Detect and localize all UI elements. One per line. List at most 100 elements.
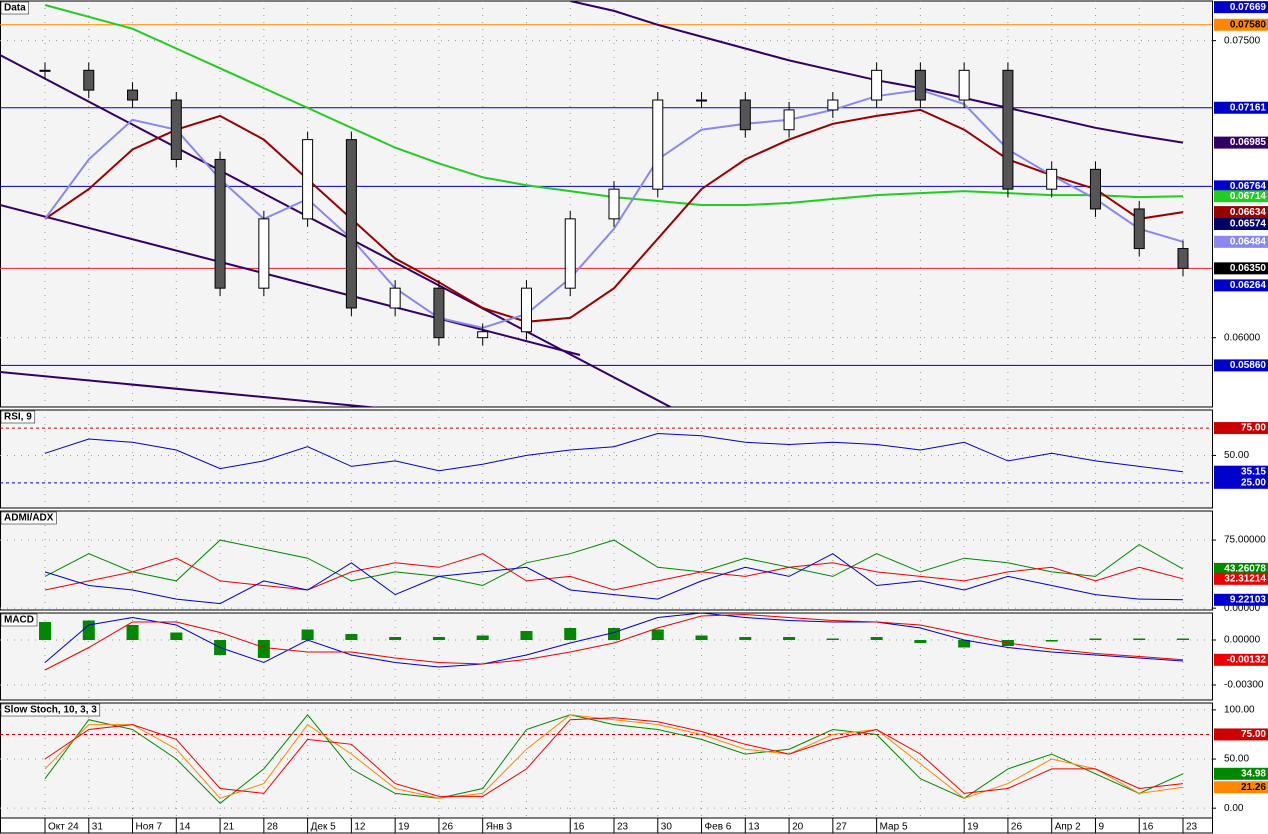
price-tag-label: 0.06484 [1230, 236, 1267, 247]
panel-frame [0, 0, 1213, 408]
candle-body [958, 69, 970, 101]
price-tag-label: 75.00 [1241, 729, 1266, 740]
candle-body [39, 69, 51, 72]
price-tag-label: 0.06985 [1230, 137, 1267, 148]
price-tag [1214, 206, 1268, 219]
price-tag-label: 32.31214 [1224, 573, 1266, 584]
price-tag [1214, 262, 1268, 275]
price-tag [1214, 476, 1268, 489]
price-tag [1214, 572, 1268, 585]
price-tag [1214, 465, 1268, 478]
x-tick-label: Фев 6 [705, 822, 732, 833]
histogram-bar [958, 640, 971, 648]
panel-title-bg [0, 613, 38, 627]
price-tag-label: 0.06574 [1230, 219, 1267, 230]
price-tag [1214, 359, 1268, 372]
x-tick-label: 13 [748, 822, 760, 833]
candle-body [696, 99, 708, 102]
price-tag-label: 21.26 [1241, 782, 1266, 793]
panel-title-bg [0, 1, 29, 15]
series-line [44, 539, 1184, 587]
candle-body [83, 69, 95, 91]
series-line [44, 553, 1184, 605]
price-tag [1214, 18, 1268, 31]
y-tick-label: 0.00000 [1224, 603, 1261, 614]
x-tick-label: 30 [661, 822, 673, 833]
price-tag [1214, 180, 1268, 193]
plot-area [0, 511, 1212, 610]
price-tag-label: 0.07161 [1230, 102, 1267, 113]
price-tag [1214, 653, 1268, 666]
series-line [44, 553, 1184, 591]
panel-frame [0, 510, 1213, 611]
price-tag-label: -0.00132 [1227, 654, 1267, 665]
histogram-bar [651, 629, 664, 640]
price-tag [1214, 101, 1268, 114]
trend-line [0, 371, 379, 407]
candle-body [827, 99, 839, 111]
x-tick-label: 19 [967, 822, 979, 833]
y-tick-label: 75.00000 [1224, 535, 1266, 546]
x-tick-label: 16 [573, 822, 585, 833]
histogram-bar [345, 634, 358, 640]
x-tick-label: Янв 3 [486, 822, 513, 833]
histogram-bar [389, 637, 402, 640]
x-tick-label: 21 [223, 822, 235, 833]
panel: 0.00000 -0.00300 -0.00132 MACD [0, 612, 1268, 701]
price-tag-label: 0.06350 [1230, 263, 1267, 274]
histogram-bar [914, 640, 927, 643]
candle-body [1002, 69, 1014, 190]
price-tag-label: 0.06714 [1230, 191, 1267, 202]
histogram-bar [695, 635, 708, 640]
histogram-bar [1177, 638, 1189, 640]
price-tag [1214, 593, 1268, 606]
price-tag-label: 9.22103 [1230, 594, 1267, 605]
y-tick-label: 0.06000 [1224, 332, 1261, 343]
histogram-bar [170, 632, 183, 640]
candle-body [1133, 208, 1145, 250]
price-tag-label: 34.98 [1241, 768, 1266, 779]
x-tick-label: 31 [92, 822, 104, 833]
histogram-bar [126, 625, 139, 640]
price-tag-label: 0.05860 [1230, 360, 1267, 371]
price-tag [1214, 279, 1268, 292]
candle-body [170, 99, 182, 160]
panel-frame [0, 702, 1213, 819]
panel-title: MACD [4, 615, 34, 626]
price-tag [1214, 190, 1268, 203]
price-tag-label: 0.06764 [1230, 181, 1267, 192]
series-line [44, 714, 1184, 804]
price-tag [1214, 781, 1268, 794]
candle-body [389, 287, 401, 309]
y-tick-label: 0.07500 [1224, 35, 1261, 46]
x-tick-label: 23 [617, 822, 629, 833]
panel-title: ADMI/ADX [4, 513, 54, 524]
series-line [44, 717, 1184, 797]
x-tick-label: 28 [267, 822, 279, 833]
price-tag-label: 0.06634 [1230, 207, 1267, 218]
plot-area [0, 703, 1212, 818]
price-tag [1214, 728, 1268, 741]
histogram-bar [301, 629, 314, 640]
price-tag [1214, 767, 1268, 780]
x-tick-label: 27 [836, 822, 848, 833]
y-tick-label: 50.00 [1224, 754, 1249, 765]
panel-frame [0, 612, 1213, 701]
candle-body [1089, 168, 1101, 210]
x-tick-label: 16 [1142, 822, 1154, 833]
candle-body [433, 287, 445, 339]
candle-body [258, 218, 270, 289]
histogram-bar [1133, 638, 1146, 640]
panel-title-bg [0, 703, 101, 717]
x-tick-label: 26 [442, 822, 454, 833]
histogram-bar [82, 620, 95, 640]
histogram-bar [739, 637, 752, 640]
panel-title: Slow Stoch, 10, 3, 3 [4, 705, 97, 716]
trend-line [0, 204, 581, 356]
x-tick-label: 14 [179, 822, 191, 833]
panel-title: Data [4, 3, 26, 14]
candle-body [520, 287, 532, 333]
